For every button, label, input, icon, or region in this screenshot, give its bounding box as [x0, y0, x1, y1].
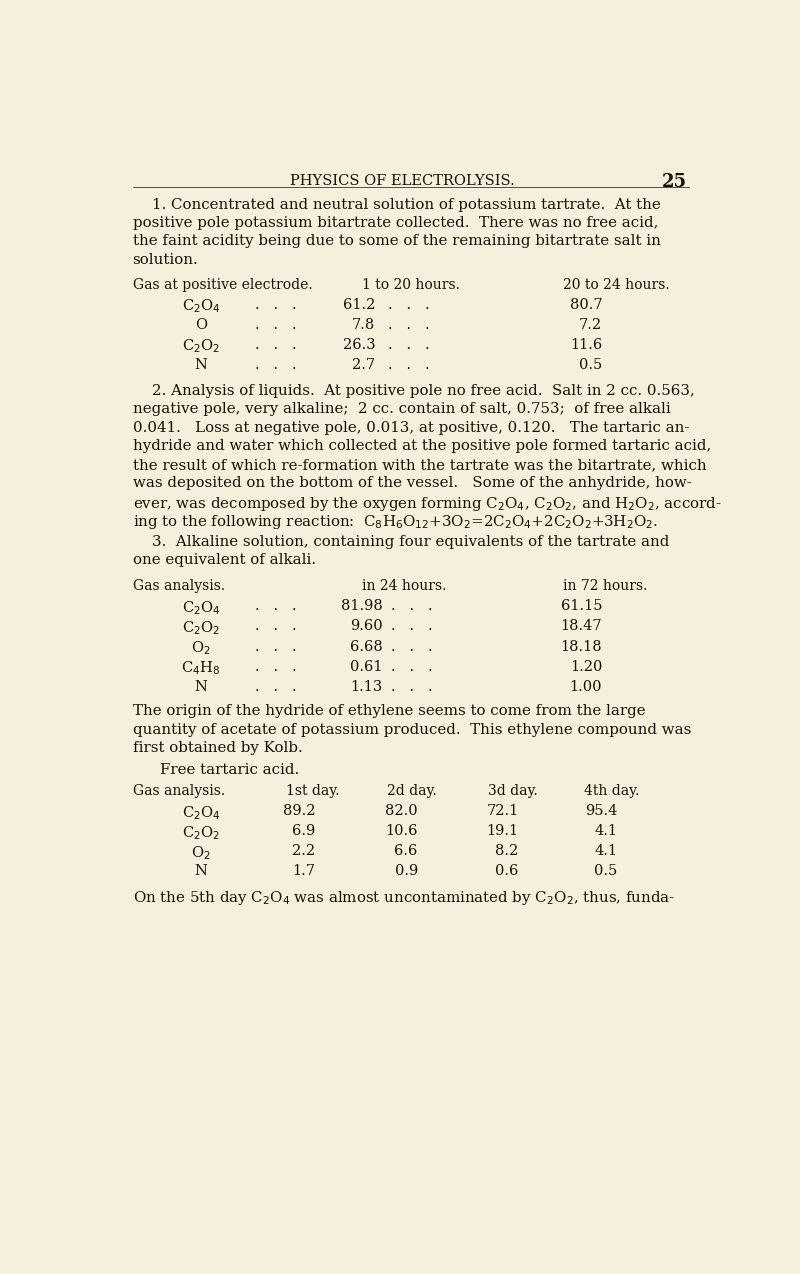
Text: 4th day.: 4th day.: [584, 785, 640, 799]
Text: .   .   .: . . .: [255, 317, 297, 331]
Text: N: N: [194, 679, 207, 693]
Text: 82.0: 82.0: [385, 804, 418, 818]
Text: .   .   .: . . .: [255, 619, 297, 633]
Text: 1.00: 1.00: [570, 679, 602, 693]
Text: 1st day.: 1st day.: [286, 785, 339, 799]
Text: 0.5: 0.5: [579, 358, 602, 372]
Text: was deposited on the bottom of the vessel.   Some of the anhydride, how-: was deposited on the bottom of the vesse…: [133, 476, 691, 490]
Text: 89.2: 89.2: [283, 804, 315, 818]
Text: C$_2$O$_2$: C$_2$O$_2$: [182, 619, 220, 637]
Text: .   .   .: . . .: [255, 600, 297, 614]
Text: 0.61: 0.61: [350, 660, 383, 674]
Text: 1. Concentrated and neutral solution of potassium tartrate.  At the: 1. Concentrated and neutral solution of …: [133, 197, 660, 211]
Text: 1.13: 1.13: [350, 679, 383, 693]
Text: 3d day.: 3d day.: [487, 785, 538, 799]
Text: Free tartaric acid.: Free tartaric acid.: [161, 763, 300, 777]
Text: 0.041.   Loss at negative pole, 0.013, at positive, 0.120.   The tartaric an-: 0.041. Loss at negative pole, 0.013, at …: [133, 420, 689, 434]
Text: 0.5: 0.5: [594, 864, 618, 878]
Text: On the 5th day C$_2$O$_4$ was almost uncontaminated by C$_2$O$_2$, thus, funda-: On the 5th day C$_2$O$_4$ was almost unc…: [133, 889, 674, 907]
Text: 2. Analysis of liquids.  At positive pole no free acid.  Salt in 2 cc. 0.563,: 2. Analysis of liquids. At positive pole…: [133, 383, 694, 397]
Text: 0.6: 0.6: [495, 864, 518, 878]
Text: in 72 hours.: in 72 hours.: [563, 580, 648, 594]
Text: .   .   .: . . .: [255, 338, 297, 352]
Text: O$_2$: O$_2$: [191, 845, 210, 862]
Text: 4.1: 4.1: [594, 824, 618, 838]
Text: 18.47: 18.47: [561, 619, 602, 633]
Text: .   .   .: . . .: [388, 298, 430, 312]
Text: 1 to 20 hours.: 1 to 20 hours.: [362, 278, 460, 292]
Text: Gas analysis.: Gas analysis.: [133, 785, 225, 799]
Text: positive pole potassium bitartrate collected.  There was no free acid,: positive pole potassium bitartrate colle…: [133, 217, 658, 231]
Text: 1.7: 1.7: [293, 864, 315, 878]
Text: .   .   .: . . .: [388, 358, 430, 372]
Text: 4.1: 4.1: [594, 845, 618, 859]
Text: 18.18: 18.18: [561, 640, 602, 654]
Text: 7.2: 7.2: [579, 317, 602, 331]
Text: 1.20: 1.20: [570, 660, 602, 674]
Text: 81.98: 81.98: [341, 600, 383, 614]
Text: C$_2$O$_4$: C$_2$O$_4$: [182, 298, 220, 316]
Text: C$_2$O$_4$: C$_2$O$_4$: [182, 804, 220, 822]
Text: the result of which re-formation with the tartrate was the bitartrate, which: the result of which re-formation with th…: [133, 457, 706, 471]
Text: 9.60: 9.60: [350, 619, 383, 633]
Text: 10.6: 10.6: [386, 824, 418, 838]
Text: .   .   .: . . .: [255, 660, 297, 674]
Text: .   .   .: . . .: [390, 619, 432, 633]
Text: 7.8: 7.8: [352, 317, 375, 331]
Text: solution.: solution.: [133, 254, 198, 268]
Text: 20 to 24 hours.: 20 to 24 hours.: [563, 278, 670, 292]
Text: 3.  Alkaline solution, containing four equivalents of the tartrate and: 3. Alkaline solution, containing four eq…: [133, 535, 669, 549]
Text: C$_2$O$_4$: C$_2$O$_4$: [182, 600, 220, 617]
Text: hydride and water which collected at the positive pole formed tartaric acid,: hydride and water which collected at the…: [133, 440, 710, 454]
Text: quantity of acetate of potassium produced.  This ethylene compound was: quantity of acetate of potassium produce…: [133, 722, 691, 736]
Text: .   .   .: . . .: [390, 660, 432, 674]
Text: the faint acidity being due to some of the remaining bitartrate salt in: the faint acidity being due to some of t…: [133, 234, 661, 248]
Text: C$_2$O$_2$: C$_2$O$_2$: [182, 338, 220, 355]
Text: Gas at positive electrode.: Gas at positive electrode.: [133, 278, 312, 292]
Text: N: N: [194, 358, 207, 372]
Text: 61.15: 61.15: [561, 600, 602, 614]
Text: 6.9: 6.9: [292, 824, 315, 838]
Text: 6.68: 6.68: [350, 640, 383, 654]
Text: .   .   .: . . .: [388, 317, 430, 331]
Text: O: O: [194, 317, 207, 331]
Text: 2d day.: 2d day.: [386, 785, 437, 799]
Text: 8.2: 8.2: [495, 845, 518, 859]
Text: 26.3: 26.3: [342, 338, 375, 352]
Text: 0.9: 0.9: [394, 864, 418, 878]
Text: 95.4: 95.4: [586, 804, 618, 818]
Text: .   .   .: . . .: [255, 298, 297, 312]
Text: 19.1: 19.1: [486, 824, 518, 838]
Text: N: N: [194, 864, 207, 878]
Text: PHYSICS OF ELECTROLYSIS.: PHYSICS OF ELECTROLYSIS.: [290, 175, 514, 189]
Text: 2.2: 2.2: [292, 845, 315, 859]
Text: .   .   .: . . .: [390, 679, 432, 693]
Text: ever, was decomposed by the oxygen forming C$_2$O$_4$, C$_2$O$_2$, and H$_2$O$_2: ever, was decomposed by the oxygen formi…: [133, 494, 722, 512]
Text: 11.6: 11.6: [570, 338, 602, 352]
Text: 61.2: 61.2: [342, 298, 375, 312]
Text: .   .   .: . . .: [390, 640, 432, 654]
Text: .   .   .: . . .: [255, 640, 297, 654]
Text: 2.7: 2.7: [352, 358, 375, 372]
Text: C$_2$O$_2$: C$_2$O$_2$: [182, 824, 220, 842]
Text: Gas analysis.: Gas analysis.: [133, 580, 225, 594]
Text: 25: 25: [662, 173, 686, 191]
Text: negative pole, very alkaline;  2 cc. contain of salt, 0.753;  of free alkali: negative pole, very alkaline; 2 cc. cont…: [133, 403, 670, 417]
Text: .   .   .: . . .: [388, 338, 430, 352]
Text: O$_2$: O$_2$: [191, 640, 210, 657]
Text: .   .   .: . . .: [255, 358, 297, 372]
Text: one equivalent of alkali.: one equivalent of alkali.: [133, 553, 316, 567]
Text: 72.1: 72.1: [486, 804, 518, 818]
Text: first obtained by Kolb.: first obtained by Kolb.: [133, 741, 302, 755]
Text: 80.7: 80.7: [570, 298, 602, 312]
Text: .   .   .: . . .: [390, 600, 432, 614]
Text: The origin of the hydride of ethylene seems to come from the large: The origin of the hydride of ethylene se…: [133, 705, 645, 719]
Text: 6.6: 6.6: [394, 845, 418, 859]
Text: C$_4$H$_8$: C$_4$H$_8$: [182, 660, 220, 678]
Text: ing to the following reaction:  C$_8$H$_6$O$_{12}$+3O$_2$=2C$_2$O$_4$+2C$_2$O$_2: ing to the following reaction: C$_8$H$_6…: [133, 513, 658, 531]
Text: in 24 hours.: in 24 hours.: [362, 580, 446, 594]
Text: .   .   .: . . .: [255, 679, 297, 693]
